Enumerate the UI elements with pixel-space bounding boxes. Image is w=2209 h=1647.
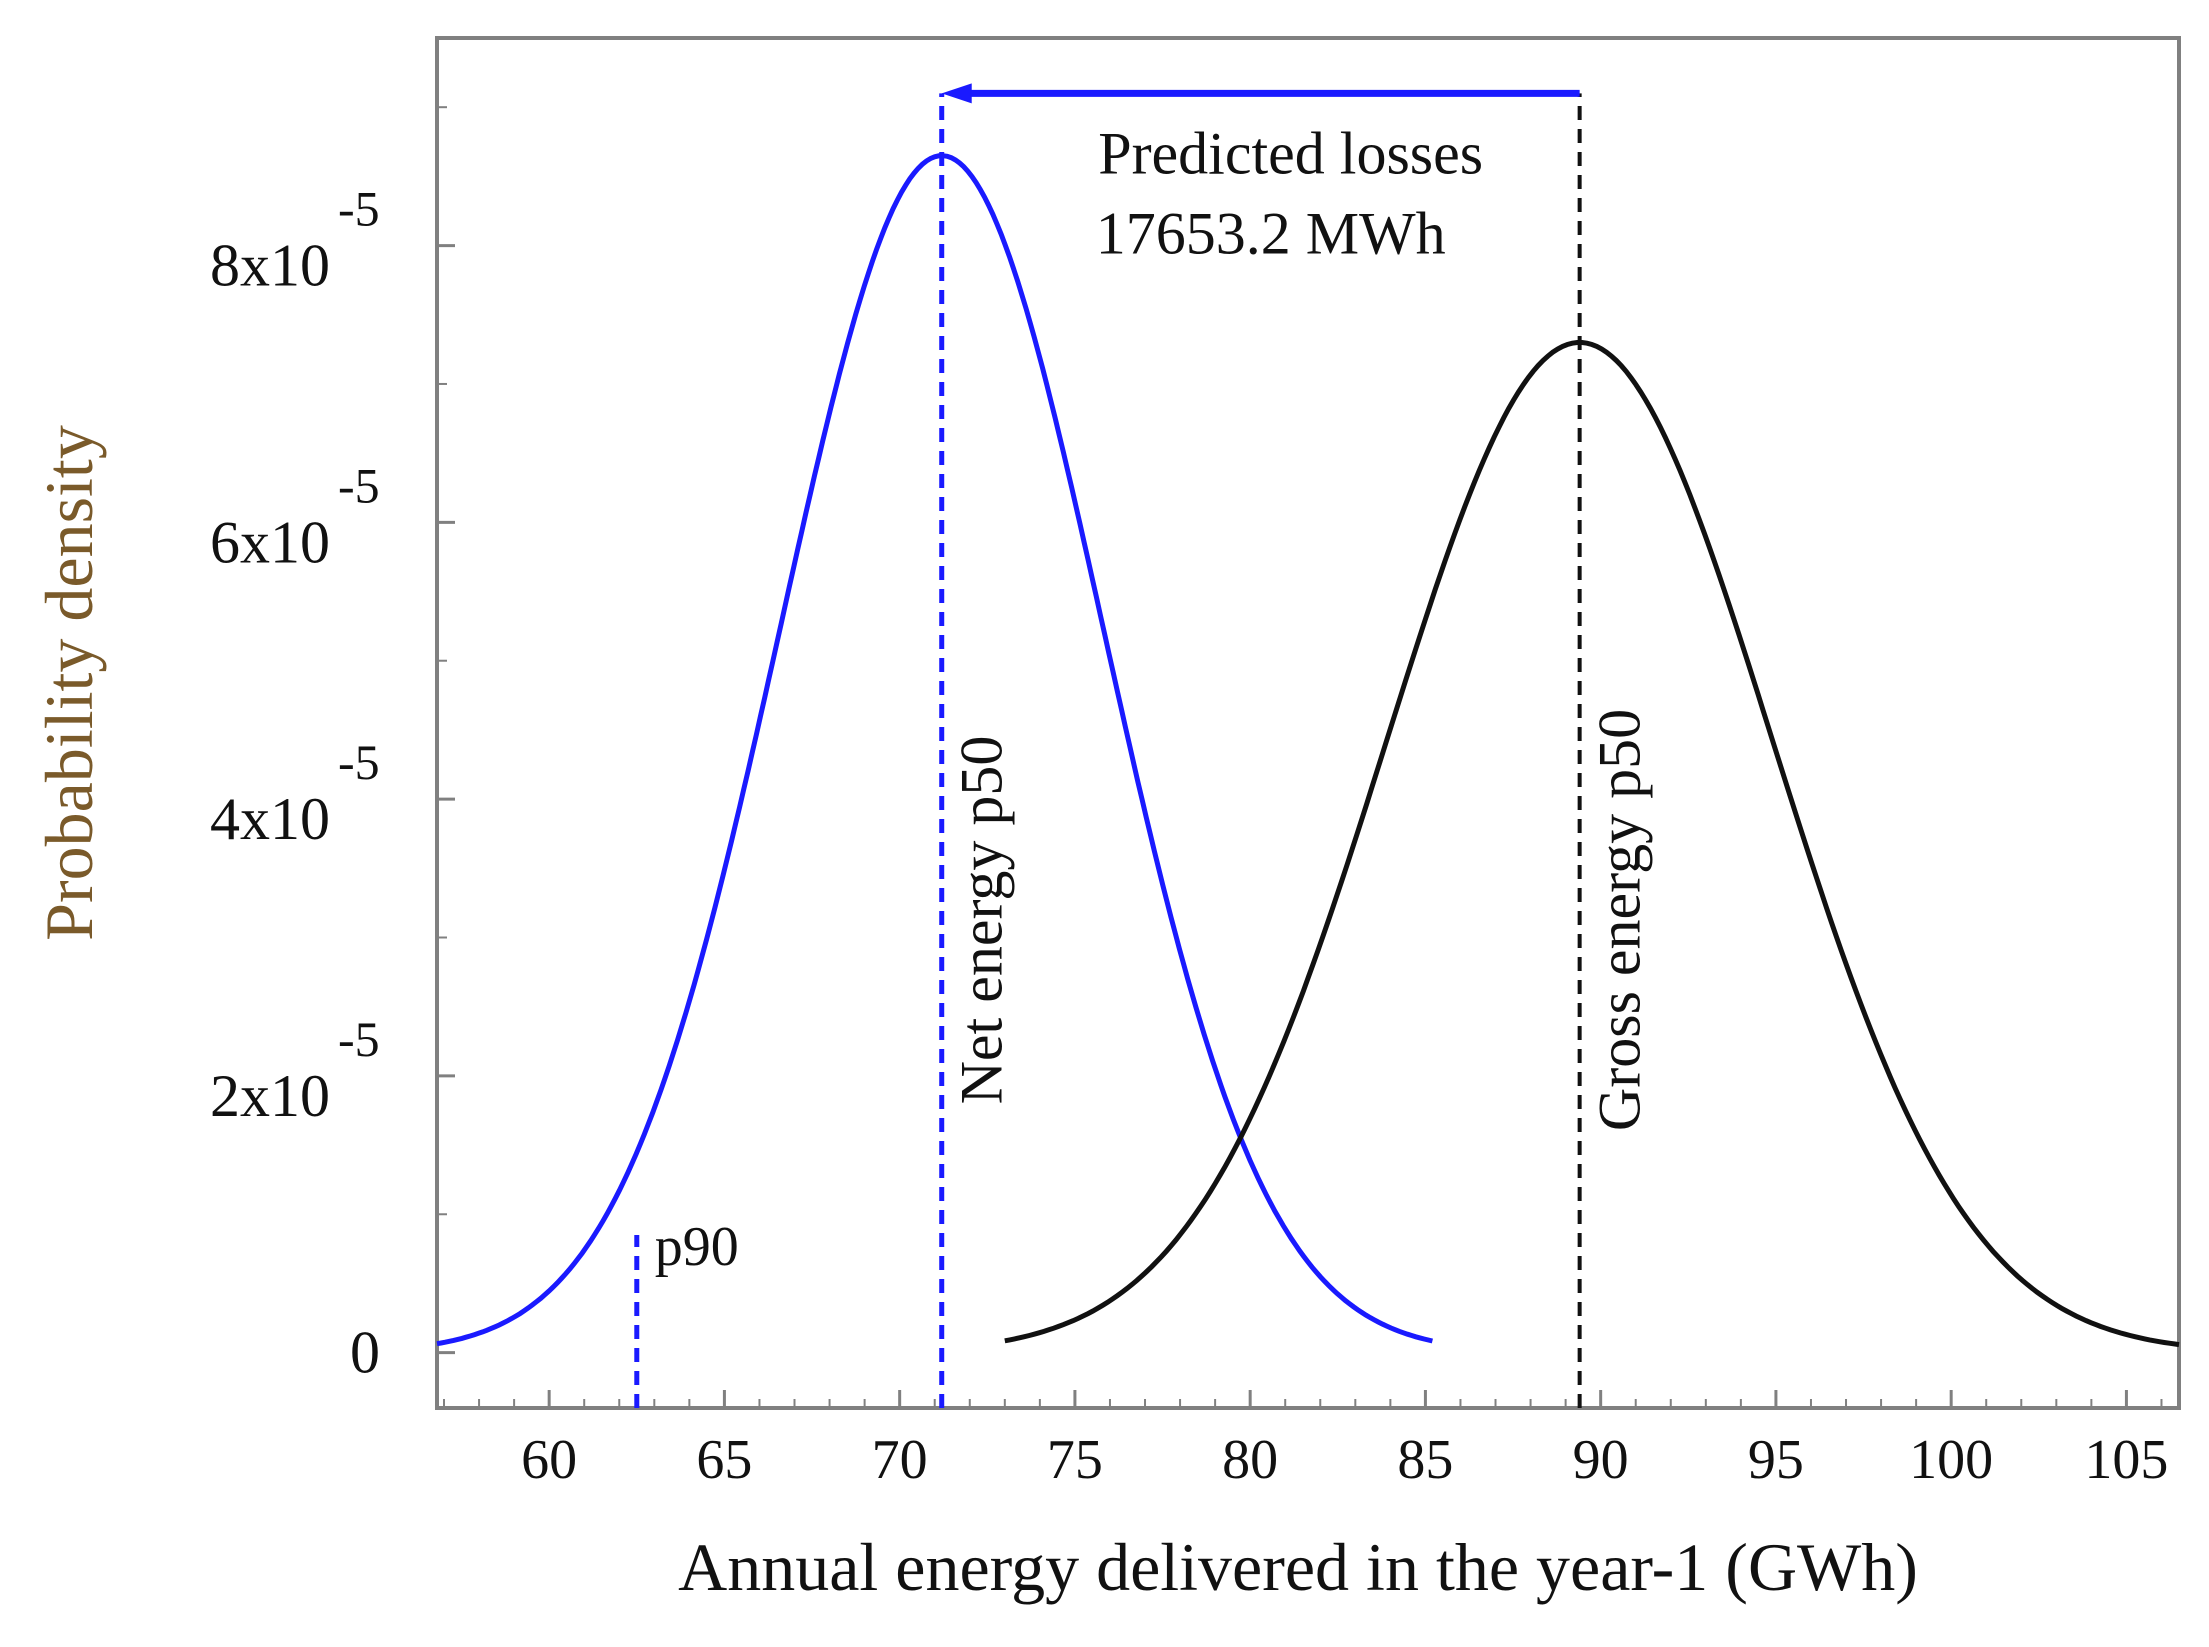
x-tick-label: 70	[872, 1429, 928, 1491]
x-axis-title: Annual energy delivered in the year-1 (G…	[678, 1529, 1918, 1605]
predicted-losses-arrowhead	[941, 83, 972, 104]
x-tick-label: 75	[1047, 1429, 1103, 1491]
x-tick-label: 90	[1573, 1429, 1629, 1491]
y-tick-exponent: -5	[338, 1011, 380, 1067]
x-tick-label: 60	[521, 1429, 577, 1491]
tick-marks	[437, 106, 2163, 1408]
plot-frame	[435, 36, 2181, 1410]
x-tick-labels: 60 65 70 75 80 85 90 95 100 105	[521, 1429, 2168, 1491]
y-tick-label: 6x10	[210, 509, 330, 575]
gross-energy-p50-label: Gross energy p50	[1587, 709, 1653, 1131]
y-tick-label: 8x10	[210, 233, 330, 299]
y-axis-title: Probability density	[31, 425, 107, 941]
y-tick-label: 2x10	[210, 1063, 330, 1129]
p90-label: p90	[655, 1216, 739, 1278]
x-tick-label: 80	[1222, 1429, 1278, 1491]
net-energy-p50-label: Net energy p50	[949, 736, 1015, 1105]
y-tick-label: 0	[350, 1320, 380, 1386]
predicted-losses-label: Predicted losses	[1098, 120, 1483, 186]
y-tick-exponent: -5	[338, 181, 380, 237]
y-tick-exponent: -5	[338, 457, 380, 513]
x-tick-label: 85	[1397, 1429, 1453, 1491]
gross-energy-curve	[1004, 340, 2180, 1348]
x-tick-label: 105	[2084, 1429, 2168, 1491]
x-tick-label: 65	[696, 1429, 752, 1491]
predicted-losses-value: 17653.2 MWh	[1096, 200, 1446, 266]
y-tick-label: 4x10	[210, 786, 330, 852]
y-tick-exponent: -5	[338, 734, 380, 790]
x-tick-label: 100	[1909, 1429, 1993, 1491]
net-energy-curve	[436, 153, 1433, 1347]
x-tick-label: 95	[1748, 1429, 1804, 1491]
